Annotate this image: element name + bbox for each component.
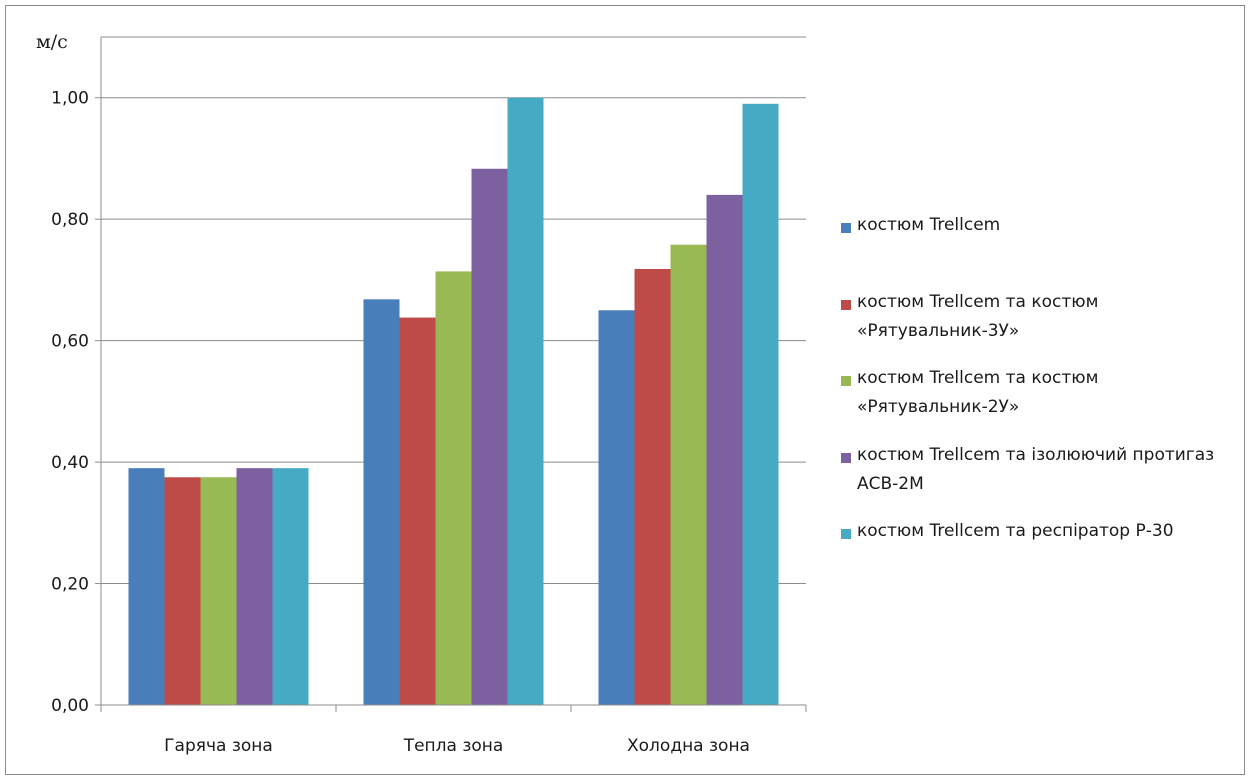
legend-swatch xyxy=(841,223,851,233)
y-tick-label: 0,00 xyxy=(51,696,89,716)
bar xyxy=(272,468,309,705)
bar xyxy=(670,244,707,706)
bar xyxy=(363,299,400,705)
legend-swatch xyxy=(841,453,851,463)
x-category-label: Тепла зона xyxy=(403,736,504,756)
y-tick-label: 0,20 xyxy=(51,575,89,595)
bar xyxy=(200,477,237,705)
bar xyxy=(598,310,635,705)
bar xyxy=(471,168,508,705)
legend-swatch xyxy=(841,300,851,310)
y-tick-label: 0,40 xyxy=(51,453,89,473)
bar xyxy=(507,97,544,705)
x-category-label: Гаряча зона xyxy=(164,736,273,756)
legend-swatch xyxy=(841,529,851,539)
y-tick-label: 1,00 xyxy=(51,89,89,109)
legend-label: костюм Trellcem та костюм «Рятувальник-3… xyxy=(857,292,1099,341)
bars xyxy=(128,97,779,706)
y-tick-label: 0,60 xyxy=(51,332,89,352)
axes xyxy=(95,37,807,712)
legend-label: костюм Trellcem та респіратор Р-30 xyxy=(857,521,1174,541)
chart-plot: 0,00 0,20 0,40 0,60 0,80 1,00 Гаряча зона Тепла… xyxy=(36,31,807,756)
y-axis-unit-label: м/с xyxy=(36,31,68,53)
bar xyxy=(634,268,671,705)
bar xyxy=(435,271,472,705)
y-tick-label: 0,80 xyxy=(51,210,89,230)
bar xyxy=(742,103,779,706)
legend-label: костюм Trellcem xyxy=(857,215,1001,235)
bar xyxy=(706,194,743,705)
axis-labels: 0,00 0,20 0,40 0,60 0,80 1,00 Гаряча зона Тепла… xyxy=(51,89,750,756)
legend-swatch xyxy=(841,376,851,386)
legend-label: костюм Trellcem та ізолюючий протигаз АС… xyxy=(857,445,1215,494)
bar xyxy=(164,477,201,705)
bar xyxy=(128,468,165,705)
bar xyxy=(399,317,436,705)
legend-label: костюм Trellcem та костюм «Рятувальник-2… xyxy=(857,368,1099,417)
chart-frame: 0,00 0,20 0,40 0,60 0,80 1,00 Гаряча зона Тепла… xyxy=(5,5,1245,775)
x-category-label: Холодна зона xyxy=(627,736,750,756)
bar xyxy=(236,468,273,705)
